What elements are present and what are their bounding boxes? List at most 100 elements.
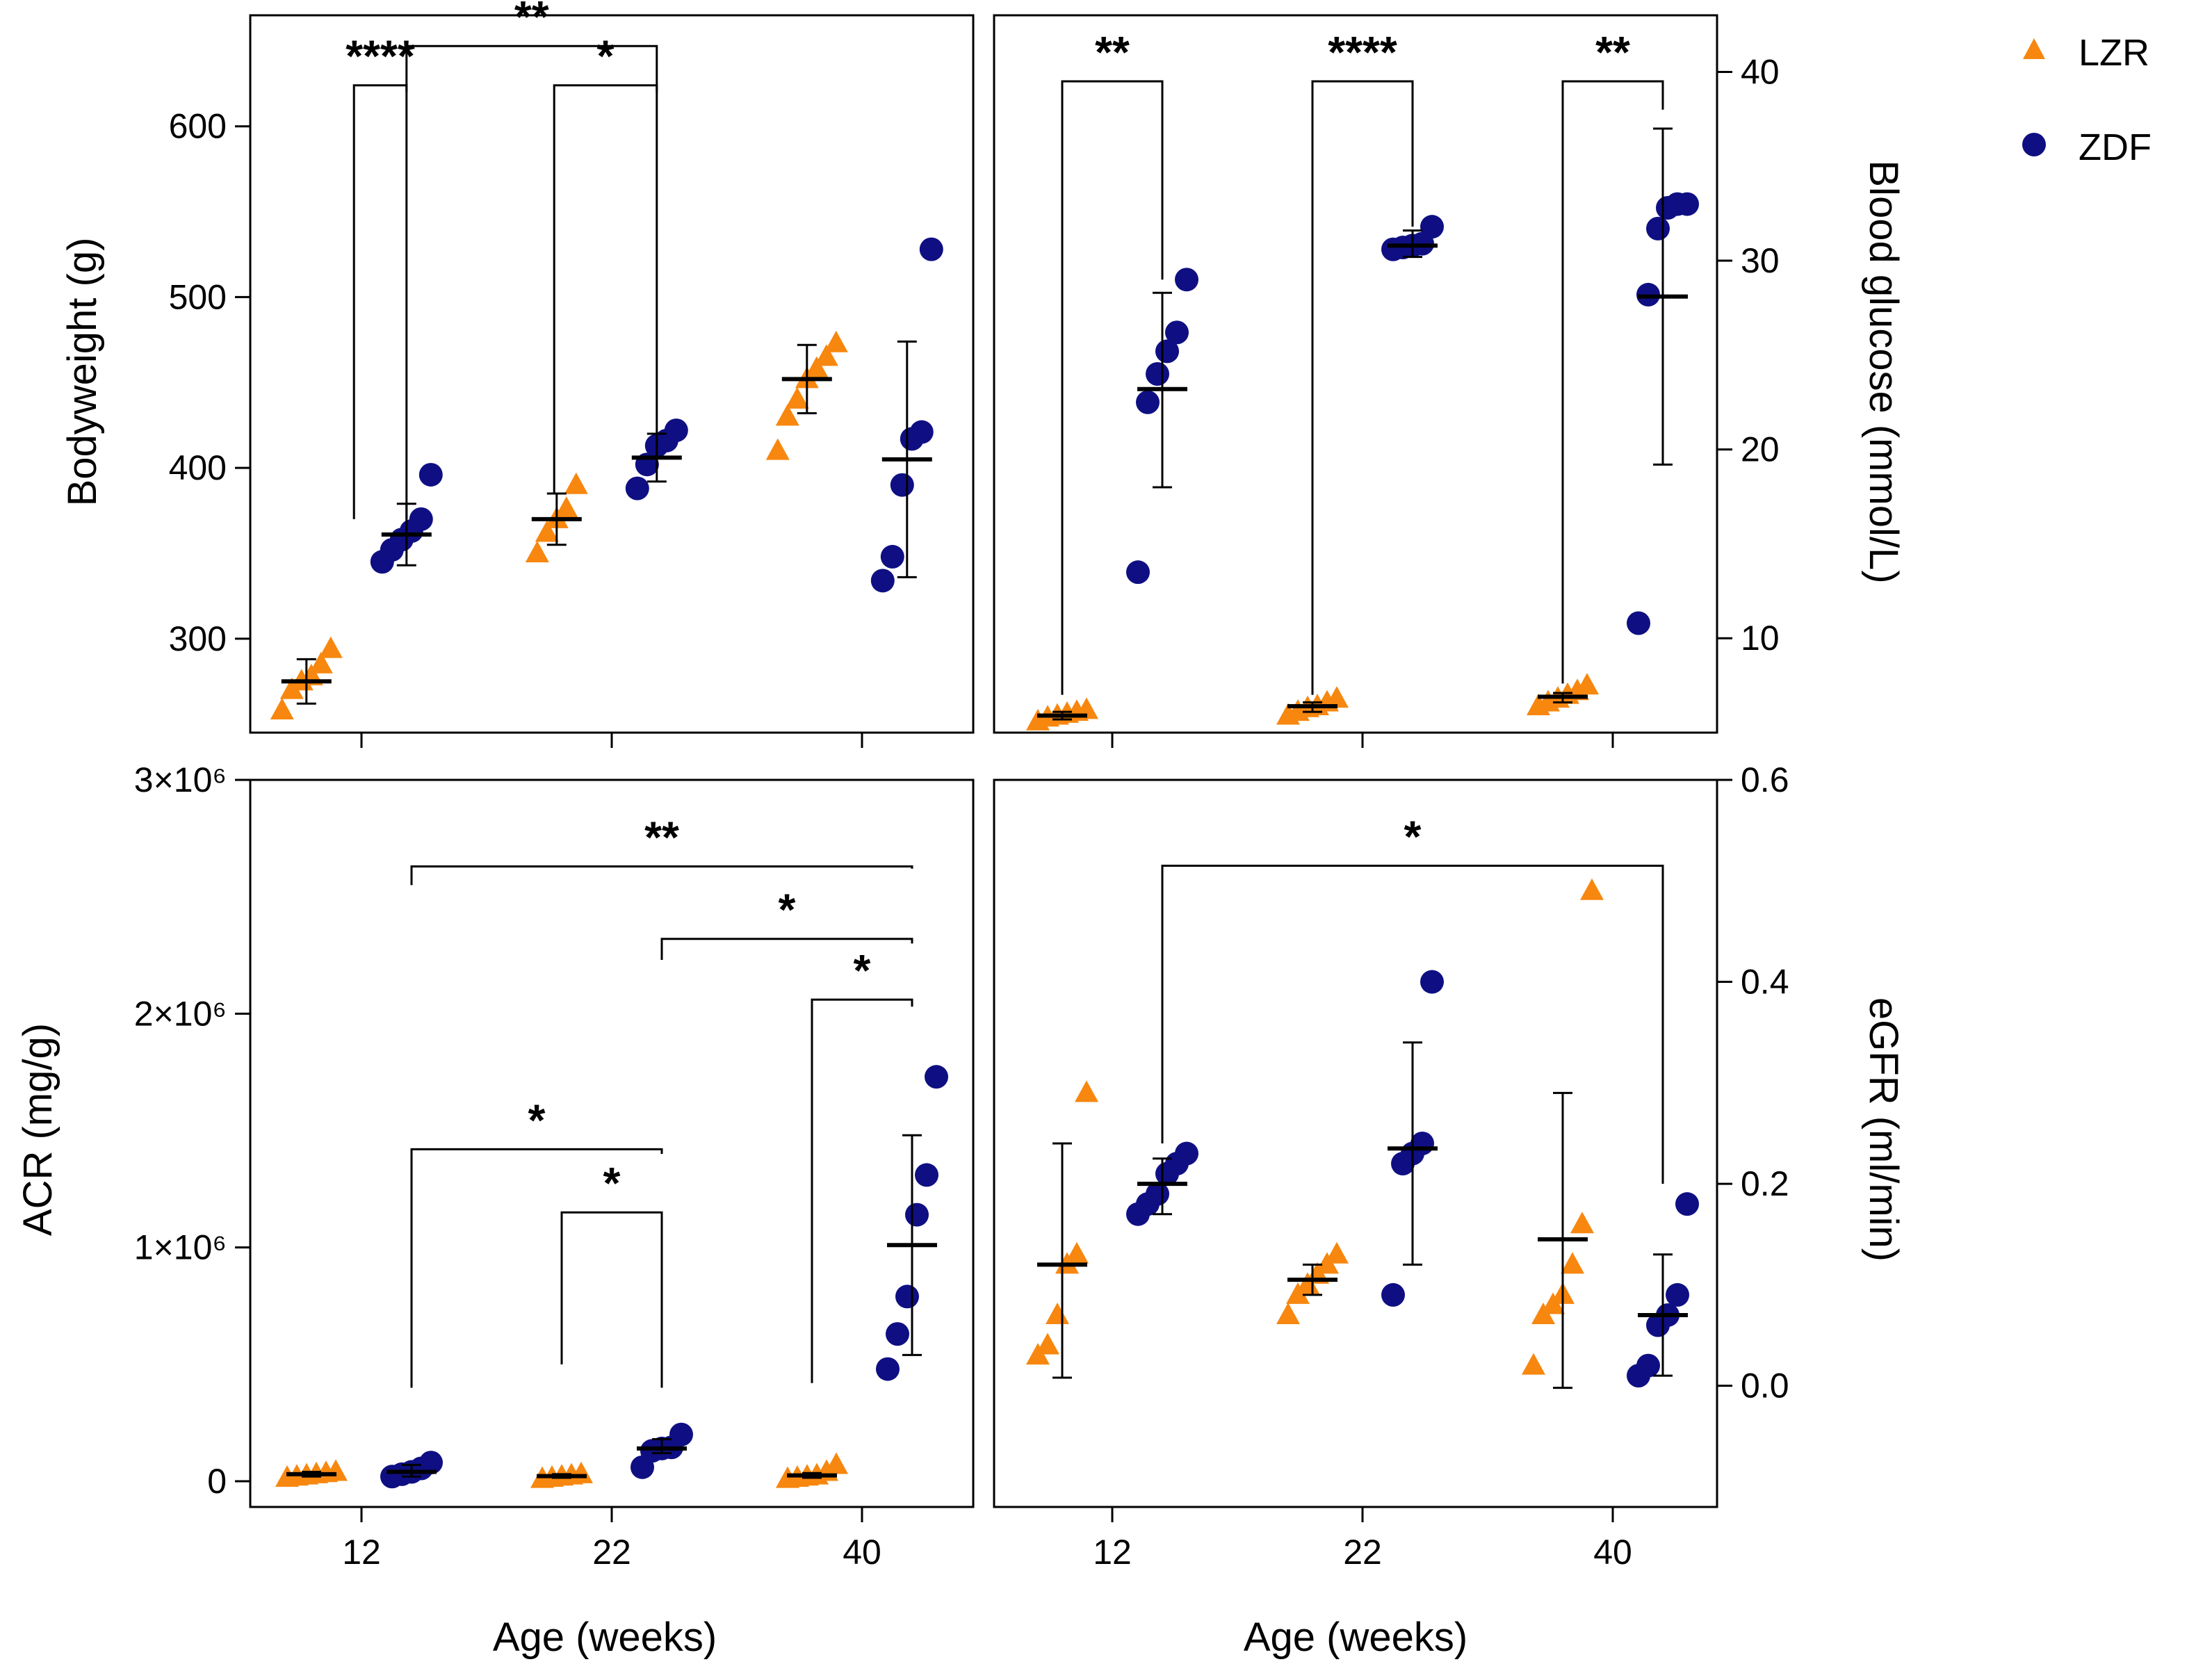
acr-ytick-label: 3×10⁶ <box>134 760 227 799</box>
egfr-zdf-point <box>1420 970 1444 994</box>
egfr-significance-label: * <box>1404 811 1422 861</box>
egfr-plot-frame <box>993 779 1718 1508</box>
egfr-xlabel: Age (weeks) <box>1244 1615 1467 1660</box>
egfr-significance-bracket <box>1161 864 1664 1184</box>
bodyweight-lzr-point <box>554 496 578 519</box>
blood-glucose-ylabel: Blood glucose (mmol/L) <box>1861 160 1906 583</box>
acr-zdf-point <box>876 1357 900 1381</box>
glucose-ytick-label: 40 <box>1741 52 1780 91</box>
egfr-ytick-label: 0.2 <box>1741 1164 1789 1203</box>
bodyweight-lzr-point <box>765 438 790 460</box>
acr-zdf-point <box>895 1285 919 1309</box>
acr-ytick-label: 0 <box>207 1462 227 1501</box>
egfr-xtick-label: 12 <box>1093 1533 1132 1572</box>
acr-significance-bracket <box>811 998 913 1383</box>
acr-lzr-point <box>824 1452 848 1474</box>
bodyweight-zdf-point <box>664 418 688 443</box>
bodyweight-lzr-point <box>535 520 559 542</box>
bodyweight-ytick-label: 400 <box>169 448 227 487</box>
egfr-lzr-point <box>1580 878 1604 900</box>
acr-significance-bracket <box>410 865 913 886</box>
egfr-zdf-point <box>1410 1132 1434 1155</box>
bodyweight-lzr-point <box>270 698 294 720</box>
acr-zdf-point <box>669 1422 693 1446</box>
acr-xtick-label: 22 <box>592 1533 631 1572</box>
egfr-xtick-label: 22 <box>1343 1533 1382 1572</box>
bodyweight-significance-bracket <box>405 44 658 92</box>
bodyweight-zdf-point <box>880 544 904 569</box>
bodyweight-significance-bracket <box>352 84 408 519</box>
egfr-zdf-point <box>1666 1282 1689 1307</box>
glucose-plot-frame <box>993 14 1718 734</box>
acr-panel: ACR (mg/g) Age (weeks) 0 1×10⁶ 2×10⁶ 3×10⁶ 1… <box>15 760 975 1660</box>
bodyweight-plot-frame <box>249 14 975 734</box>
glucose-zdf-point <box>1627 611 1650 635</box>
egfr-lzr-point <box>1522 1353 1545 1375</box>
bodyweight-lzr-point <box>775 404 799 426</box>
bodyweight-lzr-point <box>318 636 343 658</box>
egfr-lzr-point <box>1046 1302 1069 1324</box>
egfr-lzr-point <box>1561 1252 1584 1274</box>
acr-significance-label: * <box>603 1158 621 1208</box>
acr-xlabel: Age (weeks) <box>493 1615 717 1660</box>
bodyweight-ylabel: Bodyweight (g) <box>60 238 105 507</box>
bodyweight-significance-label: **** <box>345 31 415 81</box>
glucose-significance-bracket <box>1561 80 1664 684</box>
bodyweight-ytick-label: 500 <box>169 277 227 316</box>
acr-ytick-label: 2×10⁶ <box>134 994 227 1033</box>
egfr-lzr-point <box>1570 1212 1594 1234</box>
legend: LZR ZDF <box>2022 32 2152 168</box>
bodyweight-zdf-point <box>625 476 649 500</box>
bodyweight-significance-label: ** <box>514 0 549 42</box>
glucose-ytick-label: 20 <box>1741 430 1780 469</box>
glucose-significance-label: **** <box>1328 27 1397 77</box>
legend-lzr-label: LZR <box>2079 32 2149 74</box>
glucose-lzr-point <box>1325 686 1349 708</box>
acr-significance-bracket <box>560 1211 663 1388</box>
egfr-ytick-label: 0.6 <box>1741 760 1789 799</box>
bodyweight-ytick-label: 600 <box>169 107 227 146</box>
egfr-zdf-point <box>1381 1282 1405 1307</box>
acr-ytick-label: 1×10⁶ <box>134 1228 227 1267</box>
acr-significance-bracket <box>660 938 913 960</box>
acr-plot-frame <box>249 779 975 1508</box>
bodyweight-lzr-point <box>785 386 809 409</box>
egfr-zdf-point <box>1675 1192 1699 1216</box>
acr-significance-label: * <box>779 885 796 935</box>
glucose-significance-bracket <box>1061 80 1164 695</box>
acr-xtick-label: 40 <box>843 1533 881 1572</box>
bodyweight-lzr-point <box>804 356 829 378</box>
acr-significance-label: * <box>528 1095 546 1145</box>
egfr-ylabel: eGFR (ml/min) <box>1861 997 1906 1262</box>
bodyweight-ytick-label: 300 <box>169 619 227 658</box>
bodyweight-lzr-point <box>824 330 848 352</box>
acr-ylabel: ACR (mg/g) <box>15 1023 60 1236</box>
bodyweight-zdf-point <box>919 237 943 261</box>
glucose-significance-label: ** <box>1095 27 1130 77</box>
acr-zdf-point <box>925 1065 948 1089</box>
acr-zdf-point <box>915 1163 938 1187</box>
legend-lzr-marker <box>2023 38 2045 59</box>
glucose-lzr-point <box>1575 673 1599 695</box>
glucose-significance-label: ** <box>1595 27 1630 77</box>
glucose-zdf-point <box>1646 216 1670 241</box>
egfr-lzr-point <box>1276 1302 1300 1324</box>
legend-zdf-label: ZDF <box>2079 127 2152 168</box>
egfr-ytick-label: 0.0 <box>1741 1367 1789 1405</box>
bodyweight-zdf-point <box>870 569 895 593</box>
bodyweight-lzr-point <box>564 472 588 494</box>
acr-zdf-point <box>419 1451 443 1475</box>
egfr-zdf-point <box>1175 1141 1198 1166</box>
glucose-zdf-point <box>1136 390 1160 414</box>
acr-significance-label: ** <box>644 812 679 862</box>
bodyweight-significance-label: * <box>597 31 615 81</box>
egfr-lzr-point <box>1065 1241 1089 1264</box>
glucose-significance-bracket <box>1311 80 1414 695</box>
egfr-zdf-point <box>1636 1353 1660 1378</box>
bodyweight-lzr-point <box>309 651 333 674</box>
bodyweight-lzr-point <box>525 541 549 562</box>
egfr-lzr-point <box>1325 1241 1349 1264</box>
